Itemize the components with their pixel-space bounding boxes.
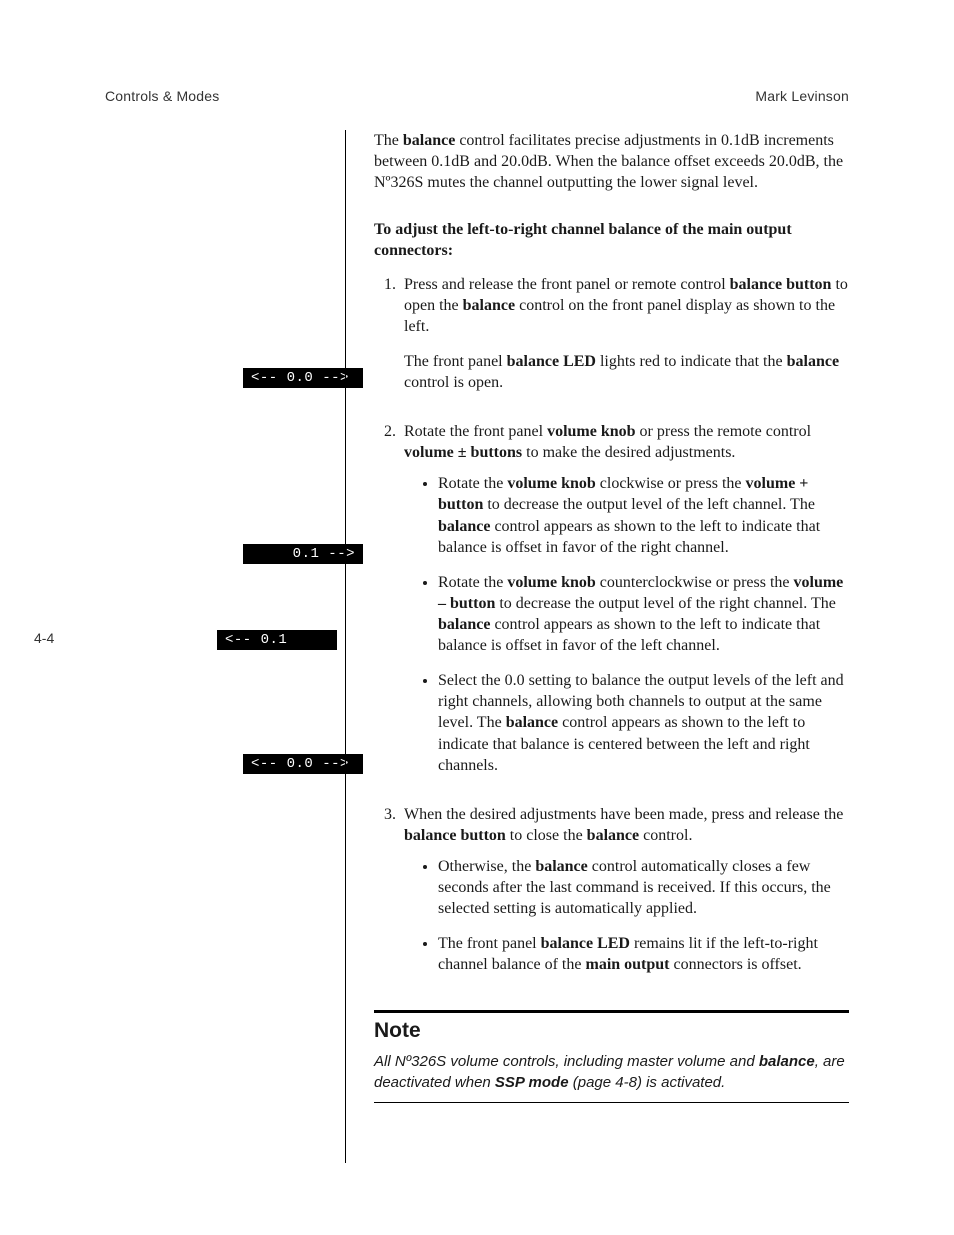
- running-header: Controls & Modes Mark Levinson: [105, 88, 849, 104]
- note-rule-top: [374, 1010, 849, 1013]
- note-title: Note: [374, 1019, 849, 1043]
- steps-list: Press and release the front panel or rem…: [374, 274, 849, 976]
- step-2-bullets: Rotate the volume knob clockwise or pres…: [404, 473, 849, 775]
- bullet: Otherwise, the balance control automatic…: [438, 856, 849, 919]
- step-3-bullets: Otherwise, the balance control automatic…: [404, 856, 849, 976]
- page: Controls & Modes Mark Levinson 4-4 <-- 0…: [0, 0, 954, 1235]
- header-left: Controls & Modes: [105, 88, 219, 104]
- lcd-text: <-- 0.1: [217, 630, 337, 650]
- note-body: All Nº326S volume controls, including ma…: [374, 1051, 849, 1095]
- lcd-display-left: <-- 0.1: [217, 630, 337, 650]
- step-3: When the desired adjustments have been m…: [400, 804, 849, 976]
- instruction-heading: To adjust the left-to-right channel bala…: [374, 219, 849, 261]
- header-right: Mark Levinson: [755, 88, 849, 104]
- bullet: Rotate the volume knob clockwise or pres…: [438, 473, 849, 557]
- bullet: Rotate the volume knob counterclockwise …: [438, 572, 849, 656]
- step-body: When the desired adjustments have been m…: [404, 804, 849, 846]
- step-1: Press and release the front panel or rem…: [400, 274, 849, 394]
- note-box: Note All Nº326S volume controls, includi…: [374, 1010, 849, 1104]
- bullet: Select the 0.0 setting to balance the ou…: [438, 670, 849, 776]
- step-2: Rotate the front panel volume knob or pr…: [400, 421, 849, 776]
- bullet: The front panel balance LED remains lit …: [438, 933, 849, 975]
- page-number: 4-4: [34, 630, 54, 646]
- note-rule-bottom: [374, 1102, 849, 1103]
- step-followup: The front panel balance LED lights red t…: [404, 351, 849, 393]
- right-column: The balance control facilitates precise …: [345, 130, 849, 1163]
- body-columns: <-- 0.0 --> 0.1 --> <-- 0.1 <-- 0.0 --> …: [105, 130, 849, 1175]
- step-body: Press and release the front panel or rem…: [404, 274, 849, 337]
- intro-paragraph: The balance control facilitates precise …: [374, 130, 849, 193]
- step-body: Rotate the front panel volume knob or pr…: [404, 421, 849, 463]
